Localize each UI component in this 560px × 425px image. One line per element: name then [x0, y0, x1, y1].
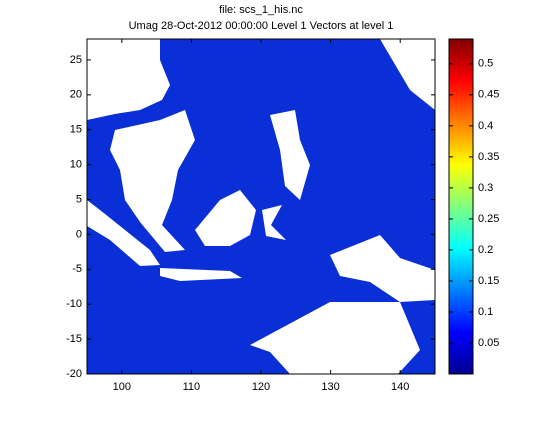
- colorbar-tick-label: 0.5: [478, 58, 493, 70]
- axes-decor: 100 110 120 130 140 -20 -15 -10 -5 0 5 10 15 20 25 0.05…: [66, 39, 499, 393]
- colorbar-tick-label: 0.15: [478, 275, 499, 287]
- colorbar: [448, 38, 474, 375]
- land: [110, 110, 195, 252]
- land: [270, 110, 310, 200]
- colorbar-tick-label: 0.35: [478, 151, 499, 163]
- subtitle: Umag 28-Oct-2012 00:00:00 Level 1 Vector…: [129, 20, 394, 32]
- x-tick-label: 110: [183, 381, 201, 393]
- colorbar-tick-label: 0.3: [478, 182, 493, 194]
- land: [380, 39, 435, 110]
- y-tick-label: -20: [66, 368, 82, 380]
- land: [262, 205, 286, 240]
- y-tick-label: 15: [70, 124, 82, 136]
- land: [330, 235, 435, 302]
- colorbar-tick-label: 0.25: [478, 213, 499, 225]
- land: [195, 190, 256, 246]
- title: file: scs_1_his.nc: [219, 4, 303, 16]
- y-tick-label: 25: [70, 54, 82, 66]
- x-tick-label: 140: [391, 381, 409, 393]
- land: [160, 268, 242, 281]
- colorbar-tick-label: 0.4: [478, 120, 493, 132]
- land: [87, 200, 160, 266]
- y-tick-label: -15: [66, 333, 82, 345]
- colorbar-tick-label: 0.45: [478, 89, 499, 101]
- land: [87, 39, 170, 120]
- field: [87, 39, 435, 374]
- y-tick-label: -10: [66, 298, 82, 310]
- x-tick-label: 100: [113, 381, 131, 393]
- y-tick-label: 20: [70, 89, 82, 101]
- x-tick-label: 120: [252, 381, 270, 393]
- y-tick-label: 10: [70, 159, 82, 171]
- colorbar-tick-label: 0.2: [478, 244, 493, 256]
- land: [250, 302, 420, 374]
- colorbar-tick-label: 0.1: [478, 306, 493, 318]
- y-tick-label: 5: [76, 193, 82, 205]
- colorbar-tick-label: 0.05: [478, 337, 499, 349]
- x-tick-label: 130: [321, 381, 339, 393]
- y-tick-label: 0: [76, 228, 82, 240]
- y-tick-label: -5: [72, 263, 82, 275]
